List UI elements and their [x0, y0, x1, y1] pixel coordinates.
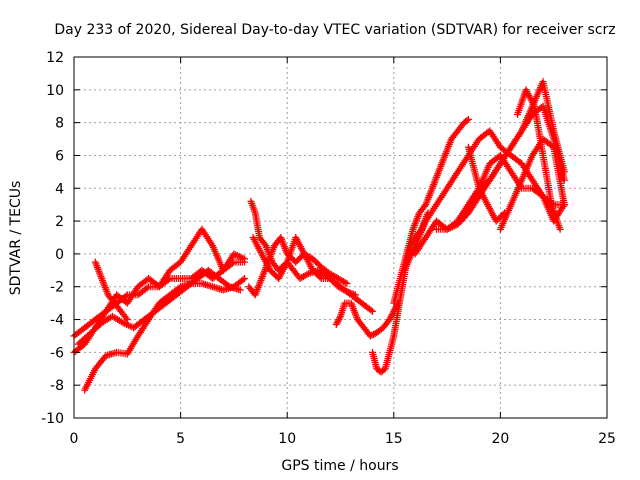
y-tick-label: -6: [50, 345, 64, 361]
data-point: [122, 292, 130, 300]
data-point: [336, 314, 344, 322]
data-point: [367, 306, 375, 314]
grid: [74, 57, 607, 418]
data-point: [241, 258, 249, 266]
x-axis-label: GPS time / hours: [281, 458, 398, 474]
data-point: [164, 276, 172, 284]
data-point: [241, 275, 249, 283]
y-tick-label: 4: [55, 181, 64, 197]
plot-frame: [73, 56, 608, 419]
y-tick-label: -4: [50, 313, 64, 329]
chart-title: Day 233 of 2020, Sidereal Day-to-day VTE…: [54, 22, 615, 38]
data-point: [122, 314, 130, 322]
series-track-18: [513, 86, 564, 233]
x-tick-label: 10: [278, 431, 296, 447]
series-track-8: [249, 234, 351, 287]
y-tick-label: 2: [55, 214, 64, 230]
series-track-16: [464, 143, 509, 225]
data-point: [464, 115, 472, 123]
data-point: [351, 291, 359, 299]
y-tick-label: 12: [46, 50, 64, 66]
y-tick-label: 0: [55, 247, 64, 263]
data-points: [70, 78, 568, 394]
data-point: [343, 279, 351, 287]
series-track-17: [496, 135, 568, 233]
x-tick-label: 5: [176, 431, 185, 447]
data-point: [239, 276, 247, 284]
y-axis-label: SDTVAR / TECUs: [8, 181, 24, 296]
data-point: [556, 225, 564, 233]
y-tick-label: -10: [41, 411, 64, 427]
y-tick-label: 6: [55, 148, 64, 164]
x-tick-label: 15: [385, 431, 403, 447]
data-point: [123, 316, 131, 324]
data-point: [463, 116, 471, 124]
data-point: [368, 307, 376, 315]
data-point: [560, 201, 568, 209]
data-point: [143, 284, 151, 292]
data-point: [560, 176, 568, 184]
x-tick-label: 0: [70, 431, 79, 447]
y-tick-label: 10: [46, 83, 64, 99]
data-point: [228, 259, 236, 267]
y-tick-label: 8: [55, 116, 64, 132]
series-track-11: [390, 115, 472, 307]
data-point: [368, 331, 376, 339]
x-tick-label: 20: [491, 431, 509, 447]
data-point: [370, 330, 378, 338]
axis-ticks: 0 5 10 15 20 25 -10 -8 -6 -4 -2 0 2 4 6 8 10 12: [41, 50, 616, 447]
series-track-4: [74, 266, 244, 348]
data-point: [366, 332, 374, 340]
data-point: [316, 273, 324, 281]
y-tick-label: -2: [50, 280, 64, 296]
series-track-5: [91, 258, 131, 324]
x-tick-label: 25: [598, 431, 616, 447]
data-point: [236, 286, 244, 294]
y-tick-label: -8: [50, 378, 64, 394]
